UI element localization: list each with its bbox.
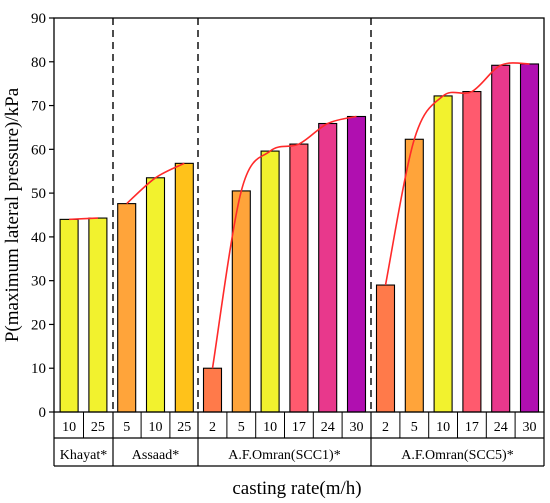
y-tick-label: 10 (31, 361, 46, 377)
x-category-label: 2 (209, 420, 216, 435)
trend-line (211, 115, 357, 369)
y-axis: 0 10 20 30 40 50 60 70 80 90 (31, 11, 54, 421)
bar (491, 64, 511, 413)
x-axis-title: casting rate(m/h) (232, 478, 361, 499)
y-tick-label: 20 (31, 317, 46, 333)
bar (404, 138, 424, 413)
bar (289, 143, 309, 413)
group-dividers (112, 18, 372, 412)
x-category-label: 30 (523, 420, 537, 435)
bar (145, 177, 166, 413)
x-category-label: 10 (62, 420, 76, 435)
bar (59, 218, 79, 413)
bar (462, 90, 482, 413)
bars (59, 63, 540, 413)
bar (117, 203, 137, 413)
y-tick-label: 40 (31, 230, 46, 246)
y-tick-label: 0 (39, 405, 47, 421)
x-category-label: 10 (263, 420, 277, 435)
x-category-label: 25 (91, 420, 105, 435)
y-tick-label: 60 (31, 142, 46, 158)
trend-line (384, 62, 530, 286)
x-category-label: 5 (411, 420, 418, 435)
x-category-label: 5 (238, 420, 245, 435)
x-category-label: 17 (465, 420, 479, 435)
x-category-label: 17 (292, 420, 306, 435)
bar (318, 122, 338, 413)
trend-line (69, 217, 98, 221)
x-category-label: 30 (350, 420, 364, 435)
x-category-label: 24 (321, 420, 335, 435)
y-tick-label: 90 (31, 11, 46, 27)
y-tick-label: 80 (31, 55, 46, 71)
y-axis-title: P(maximum lateral pressure)/kPa (2, 87, 23, 342)
y-tick-label: 70 (31, 99, 46, 115)
trend-line (126, 162, 185, 205)
x-category-label: 10 (149, 420, 163, 435)
x-category-label: 24 (494, 420, 508, 435)
x-group-label: A.F.Omran(SCC1)* (228, 448, 340, 463)
y-tick-label: 50 (31, 186, 46, 202)
x-group-label: A.F.Omran(SCC5)* (401, 448, 513, 463)
x-category-label: 10 (436, 420, 450, 435)
bar (346, 115, 367, 413)
x-category-label: 25 (177, 420, 191, 435)
bar (375, 284, 396, 413)
bar (88, 217, 108, 413)
y-tick-label: 30 (31, 274, 46, 290)
x-category-label: 2 (382, 420, 389, 435)
bar (519, 63, 540, 413)
bar (260, 150, 280, 413)
plot-frame (53, 17, 545, 413)
bar (433, 95, 453, 413)
x-group-label: Assaad* (132, 448, 179, 463)
x-category-label: 5 (123, 420, 130, 435)
trend-lines (69, 62, 530, 369)
x-group-label: Khayat* (60, 448, 107, 463)
bar (174, 162, 194, 413)
bar (202, 367, 223, 413)
